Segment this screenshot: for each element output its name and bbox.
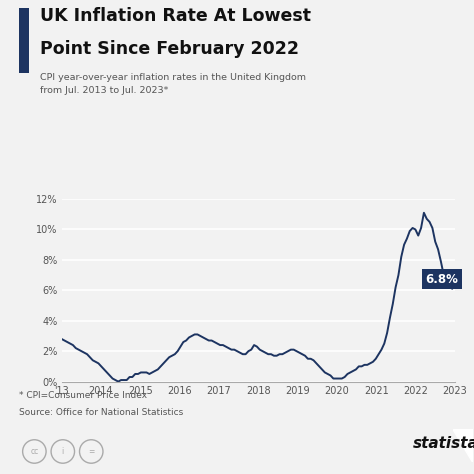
Text: Point Since February 2022: Point Since February 2022 [40, 40, 299, 58]
Text: * CPI=Consumer Price Index: * CPI=Consumer Price Index [19, 391, 147, 400]
Text: cc: cc [30, 447, 38, 456]
Text: 6.8%: 6.8% [426, 273, 458, 286]
Text: =: = [88, 447, 94, 456]
Text: UK Inflation Rate At Lowest: UK Inflation Rate At Lowest [40, 7, 311, 25]
Text: statista: statista [412, 436, 474, 451]
Polygon shape [453, 429, 473, 462]
Text: i: i [62, 447, 64, 456]
Text: CPI year-over-year inflation rates in the United Kingdom
from Jul. 2013 to Jul. : CPI year-over-year inflation rates in th… [40, 73, 306, 95]
Text: Source: Office for National Statistics: Source: Office for National Statistics [19, 408, 183, 417]
